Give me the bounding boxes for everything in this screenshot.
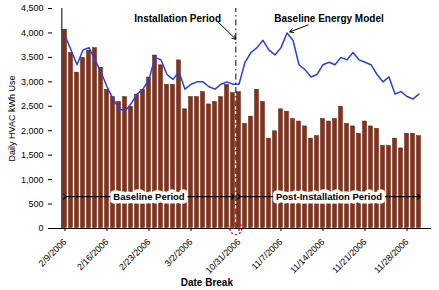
svg-text:10/31/2006: 10/31/2006: [204, 237, 243, 276]
svg-text:3,500: 3,500: [21, 52, 44, 62]
svg-text:11/7/2006: 11/7/2006: [250, 237, 285, 272]
svg-text:2/9/2006: 2/9/2006: [37, 237, 69, 269]
svg-text:Baseline Energy Model: Baseline Energy Model: [274, 13, 384, 24]
svg-text:1,500: 1,500: [21, 150, 44, 160]
svg-text:Installation Period: Installation Period: [134, 13, 221, 24]
svg-text:4,500: 4,500: [21, 3, 44, 13]
svg-text:500: 500: [28, 199, 43, 209]
svg-text:Date Break: Date Break: [181, 277, 234, 288]
svg-text:4,000: 4,000: [21, 28, 44, 38]
svg-text:2/23/2006: 2/23/2006: [117, 237, 152, 272]
svg-text:2,000: 2,000: [21, 126, 44, 136]
svg-text:2,500: 2,500: [21, 101, 44, 111]
svg-text:Baseline Period: Baseline Period: [113, 191, 184, 202]
svg-text:11/21/2006: 11/21/2006: [330, 237, 368, 275]
svg-text:3/2/2006: 3/2/2006: [163, 237, 195, 269]
svg-text:Post-Installation Period: Post-Installation Period: [276, 191, 382, 202]
svg-text:1,000: 1,000: [21, 174, 44, 184]
svg-text:11/14/2006: 11/14/2006: [288, 237, 326, 275]
svg-text:3,000: 3,000: [21, 77, 44, 87]
svg-text:0: 0: [38, 223, 43, 233]
svg-text:Daily HVAC kWh Use: Daily HVAC kWh Use: [7, 76, 17, 162]
svg-text:2/16/2006: 2/16/2006: [75, 237, 110, 272]
svg-text:11/28/2006: 11/28/2006: [372, 237, 410, 275]
